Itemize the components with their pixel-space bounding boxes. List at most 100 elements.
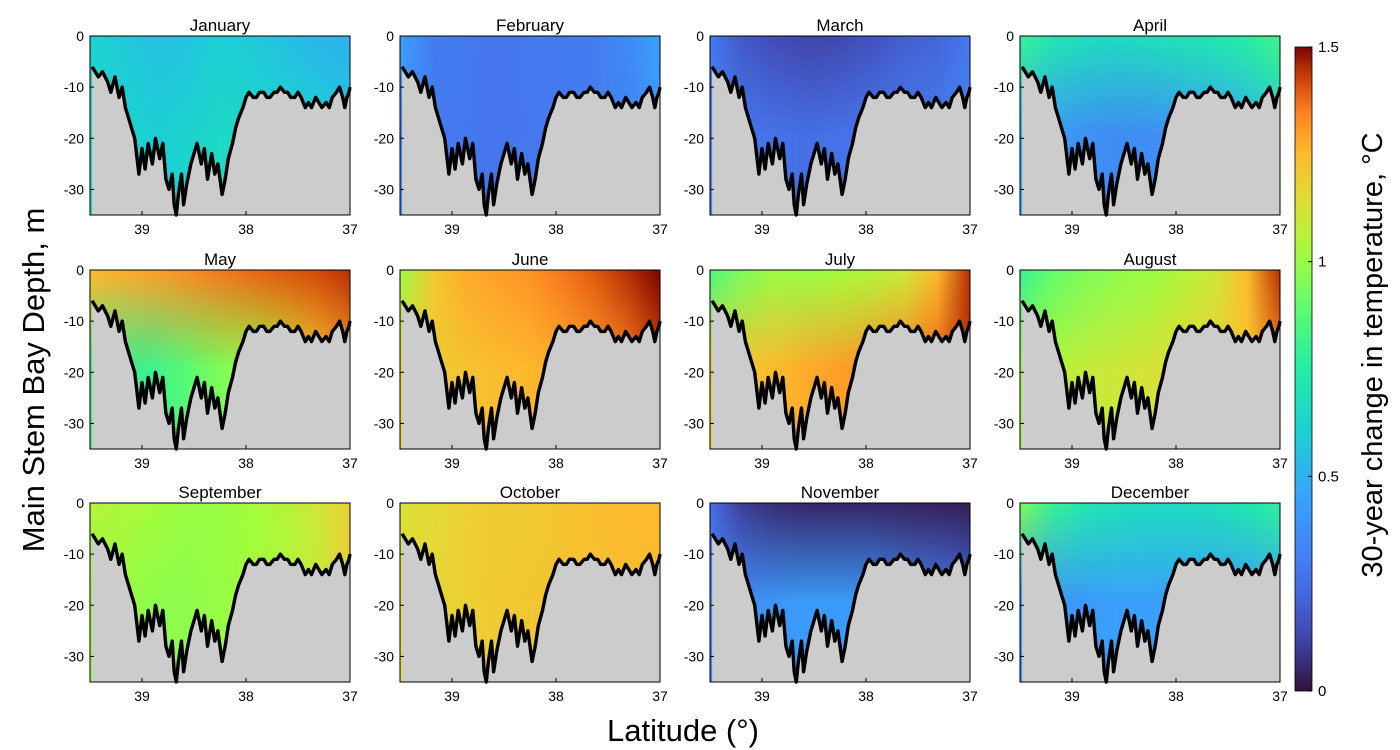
y-tick-label: -30 <box>994 181 1014 197</box>
y-tick-label: -30 <box>374 415 394 431</box>
panel-title: October <box>500 483 561 502</box>
bathymetry-line <box>400 299 662 451</box>
panel-title: February <box>496 16 565 35</box>
seabed-area <box>402 533 660 682</box>
y-tick-label: -30 <box>64 415 84 431</box>
panel: July 0 -10 -20 -30 39 38 37 <box>684 250 978 471</box>
seabed-area <box>1022 66 1280 215</box>
y-tick-label: -20 <box>994 597 1014 613</box>
x-tick-label: 38 <box>548 455 564 471</box>
y-tick-label: -30 <box>684 648 704 664</box>
x-tick-label: 39 <box>134 688 150 704</box>
x-tick-label: 37 <box>342 688 358 704</box>
x-tick-label: 39 <box>134 455 150 471</box>
colorbar-ticks: 0 0.5 1 1.5 <box>1308 39 1339 700</box>
panel: May 0 -10 -20 -30 39 38 37 <box>64 250 358 471</box>
x-tick-label: 39 <box>444 221 460 237</box>
x-tick-label: 39 <box>754 455 770 471</box>
y-tick-label: -30 <box>994 415 1014 431</box>
bathymetry-line <box>90 299 352 451</box>
panel-title: April <box>1133 16 1167 35</box>
panel-axes-box <box>1019 502 1281 683</box>
panel-title: December <box>1111 483 1190 502</box>
y-tick-label: 0 <box>1006 28 1014 44</box>
x-tick-label: 37 <box>962 221 978 237</box>
colorbar-tick-label: 0 <box>1318 683 1326 700</box>
panel-title: January <box>190 16 251 35</box>
panel-axes-box <box>89 35 351 216</box>
y-tick-label: -10 <box>994 546 1014 562</box>
panel: August 0 -10 -20 -30 39 38 37 <box>994 250 1288 471</box>
panel-title: June <box>512 250 549 269</box>
y-tick-label: -10 <box>684 79 704 95</box>
y-tick-label: 0 <box>76 28 84 44</box>
y-tick-label: -30 <box>684 415 704 431</box>
panel: April 0 -10 -20 -30 39 38 37 <box>994 16 1288 237</box>
y-tick-label: -10 <box>64 313 84 329</box>
y-tick-label: -20 <box>994 130 1014 146</box>
x-tick-label: 38 <box>1168 455 1184 471</box>
x-tick-label: 38 <box>1168 221 1184 237</box>
y-tick-label: -20 <box>64 364 84 380</box>
y-tick-label: 0 <box>386 495 394 511</box>
x-tick-label: 38 <box>858 688 874 704</box>
seabed-area <box>402 300 660 449</box>
x-tick-label: 37 <box>652 688 668 704</box>
x-tick-label: 38 <box>548 221 564 237</box>
panel-axes-box <box>709 502 971 683</box>
seabed-area <box>92 533 350 682</box>
y-tick-label: -20 <box>374 130 394 146</box>
panel: June 0 -10 -20 -30 39 38 37 <box>374 250 668 471</box>
x-axis-label: Latitude (°) <box>607 713 759 748</box>
seabed-area <box>92 300 350 449</box>
x-tick-label: 37 <box>652 221 668 237</box>
panel-title: November <box>801 483 880 502</box>
y-tick-label: -10 <box>684 546 704 562</box>
x-tick-label: 39 <box>754 688 770 704</box>
y-tick-label: -10 <box>994 79 1014 95</box>
seabed-area <box>92 66 350 215</box>
y-tick-label: -30 <box>374 648 394 664</box>
x-tick-label: 39 <box>1064 688 1080 704</box>
bathymetry-line <box>1020 65 1282 217</box>
panel-axes-box <box>89 269 351 450</box>
y-tick-label: -30 <box>64 648 84 664</box>
x-tick-label: 38 <box>858 455 874 471</box>
bathymetry-line <box>400 65 662 217</box>
y-tick-label: -20 <box>374 597 394 613</box>
y-tick-label: 0 <box>76 495 84 511</box>
x-tick-label: 39 <box>1064 221 1080 237</box>
panel: November 0 -10 -20 -30 39 38 37 <box>684 483 978 704</box>
y-tick-label: 0 <box>696 495 704 511</box>
y-axis-label: Main Stem Bay Depth, m <box>16 208 51 553</box>
bathymetry-line <box>1020 299 1282 451</box>
y-tick-label: -20 <box>374 364 394 380</box>
panel: January 0 -10 -20 -30 39 38 37 <box>64 16 358 237</box>
y-tick-label: 0 <box>76 262 84 278</box>
colorbar-tick-label: 1.5 <box>1318 39 1339 56</box>
y-tick-label: 0 <box>696 262 704 278</box>
panel-axes-box <box>1019 269 1281 450</box>
x-tick-label: 39 <box>444 688 460 704</box>
x-tick-label: 38 <box>238 688 254 704</box>
y-tick-label: -30 <box>64 181 84 197</box>
x-tick-label: 39 <box>754 221 770 237</box>
panel-title: September <box>178 483 261 502</box>
panel-title: July <box>825 250 856 269</box>
panel: March 0 -10 -20 -30 39 38 37 <box>684 16 978 237</box>
y-tick-label: -10 <box>64 546 84 562</box>
x-tick-label: 39 <box>444 455 460 471</box>
x-tick-label: 37 <box>1272 455 1288 471</box>
panel-axes-box <box>709 269 971 450</box>
y-tick-label: -10 <box>684 313 704 329</box>
panel-axes-box <box>399 269 661 450</box>
x-tick-label: 37 <box>1272 221 1288 237</box>
bathymetry-line <box>710 65 972 217</box>
colorbar-tick-label: 0.5 <box>1318 468 1339 485</box>
x-tick-label: 37 <box>962 688 978 704</box>
x-tick-label: 39 <box>134 221 150 237</box>
panel-title: May <box>204 250 237 269</box>
colorbar-gradient <box>1294 46 1313 692</box>
x-tick-label: 37 <box>342 455 358 471</box>
bathymetry-line <box>400 532 662 684</box>
